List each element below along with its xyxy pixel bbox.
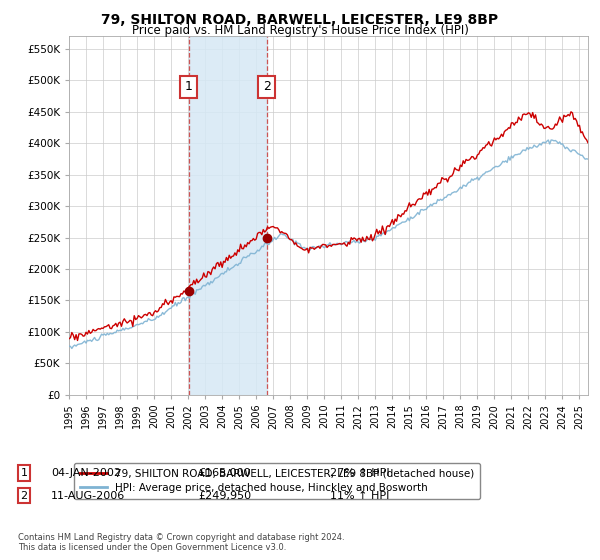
Text: 1: 1 <box>185 80 193 93</box>
Text: 1: 1 <box>20 468 28 478</box>
Text: 27% ↑ HPI: 27% ↑ HPI <box>330 468 389 478</box>
Legend: 79, SHILTON ROAD, BARWELL, LEICESTER, LE9 8BP (detached house), HPI: Average pri: 79, SHILTON ROAD, BARWELL, LEICESTER, LE… <box>74 463 481 500</box>
Text: 11-AUG-2006: 11-AUG-2006 <box>51 491 125 501</box>
Text: £249,950: £249,950 <box>198 491 251 501</box>
Text: 04-JAN-2002: 04-JAN-2002 <box>51 468 121 478</box>
Text: 11% ↑ HPI: 11% ↑ HPI <box>330 491 389 501</box>
Text: Contains HM Land Registry data © Crown copyright and database right 2024.: Contains HM Land Registry data © Crown c… <box>18 533 344 542</box>
Text: £165,000: £165,000 <box>198 468 251 478</box>
Text: This data is licensed under the Open Government Licence v3.0.: This data is licensed under the Open Gov… <box>18 543 286 552</box>
Text: Price paid vs. HM Land Registry's House Price Index (HPI): Price paid vs. HM Land Registry's House … <box>131 24 469 36</box>
Text: 79, SHILTON ROAD, BARWELL, LEICESTER, LE9 8BP: 79, SHILTON ROAD, BARWELL, LEICESTER, LE… <box>101 13 499 27</box>
Text: 2: 2 <box>263 80 271 93</box>
Bar <box>188 36 267 395</box>
Text: 2: 2 <box>20 491 28 501</box>
